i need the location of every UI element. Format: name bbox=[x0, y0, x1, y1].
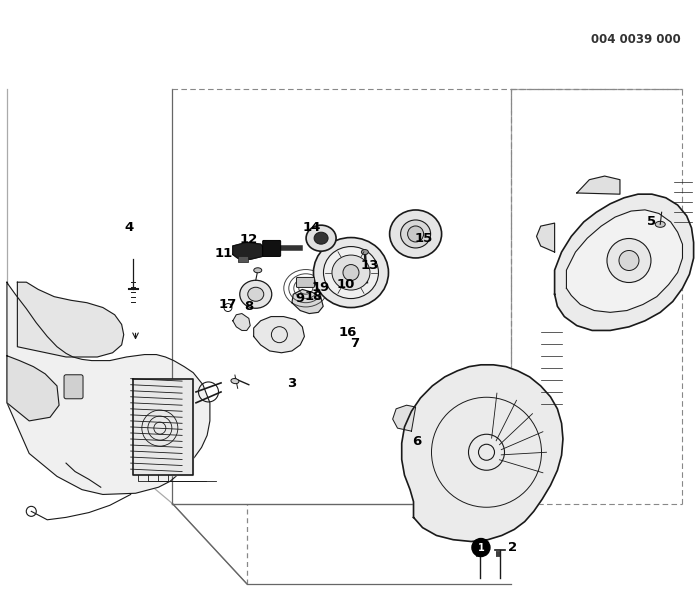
Text: 4: 4 bbox=[124, 221, 133, 235]
Polygon shape bbox=[537, 223, 555, 252]
Text: 10: 10 bbox=[337, 278, 355, 291]
Polygon shape bbox=[402, 365, 563, 541]
Ellipse shape bbox=[323, 247, 379, 298]
Ellipse shape bbox=[231, 379, 239, 384]
Bar bbox=[238, 256, 247, 262]
Text: 11: 11 bbox=[215, 247, 233, 260]
Text: 18: 18 bbox=[305, 290, 323, 303]
Polygon shape bbox=[7, 356, 59, 421]
Text: 15: 15 bbox=[415, 232, 433, 245]
Polygon shape bbox=[393, 405, 416, 431]
Text: 8: 8 bbox=[244, 300, 254, 313]
Ellipse shape bbox=[306, 225, 336, 251]
Text: 004 0039 000: 004 0039 000 bbox=[591, 33, 681, 46]
Polygon shape bbox=[555, 194, 694, 330]
Ellipse shape bbox=[254, 268, 262, 273]
Text: 13: 13 bbox=[361, 259, 379, 272]
Circle shape bbox=[343, 265, 359, 280]
Ellipse shape bbox=[247, 287, 264, 302]
Ellipse shape bbox=[332, 255, 370, 290]
Text: 5: 5 bbox=[647, 215, 657, 229]
Ellipse shape bbox=[655, 221, 665, 227]
Polygon shape bbox=[233, 242, 265, 259]
Text: 9: 9 bbox=[295, 292, 305, 305]
Polygon shape bbox=[577, 176, 620, 194]
Ellipse shape bbox=[390, 210, 441, 258]
Ellipse shape bbox=[313, 238, 389, 308]
Polygon shape bbox=[292, 289, 323, 314]
Circle shape bbox=[472, 538, 490, 557]
FancyBboxPatch shape bbox=[263, 241, 281, 256]
Polygon shape bbox=[7, 282, 210, 494]
Text: 1: 1 bbox=[477, 543, 484, 552]
Polygon shape bbox=[17, 282, 124, 357]
Text: 17: 17 bbox=[219, 298, 237, 311]
Ellipse shape bbox=[361, 250, 368, 254]
Polygon shape bbox=[254, 317, 304, 353]
Text: 12: 12 bbox=[240, 233, 258, 247]
Text: 6: 6 bbox=[412, 435, 422, 448]
Circle shape bbox=[407, 226, 424, 242]
Text: 2: 2 bbox=[508, 541, 518, 554]
FancyBboxPatch shape bbox=[297, 277, 314, 288]
FancyBboxPatch shape bbox=[64, 375, 83, 399]
Circle shape bbox=[607, 239, 651, 282]
Ellipse shape bbox=[314, 232, 328, 244]
Ellipse shape bbox=[240, 280, 272, 308]
Text: 3: 3 bbox=[287, 377, 297, 390]
Text: 16: 16 bbox=[338, 326, 357, 339]
Circle shape bbox=[619, 250, 639, 271]
Text: 7: 7 bbox=[350, 337, 359, 350]
Polygon shape bbox=[133, 379, 193, 475]
Ellipse shape bbox=[400, 220, 431, 248]
Text: 19: 19 bbox=[312, 280, 330, 294]
Polygon shape bbox=[233, 314, 250, 330]
Text: 14: 14 bbox=[302, 221, 320, 235]
Polygon shape bbox=[566, 210, 682, 312]
